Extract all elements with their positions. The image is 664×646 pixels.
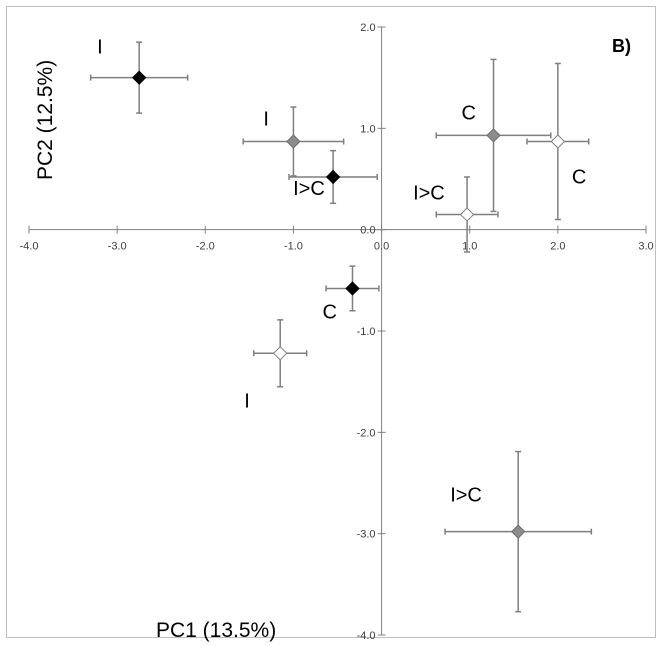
- y-tick-label: -3.0: [357, 529, 376, 541]
- error-bars: [89, 41, 593, 613]
- data-point-marker: [345, 281, 360, 296]
- axes: [28, 26, 647, 636]
- data-point-marker: [510, 524, 526, 539]
- data-point-marker: [486, 128, 501, 143]
- y-tick-label: -2.0: [357, 427, 376, 439]
- y-tick-label: 1.0: [360, 123, 375, 135]
- x-tick-label: 3.0: [638, 241, 653, 253]
- y-tick-label: 0.0: [360, 225, 375, 237]
- point-label: C: [462, 102, 476, 124]
- point-label: C: [322, 301, 336, 323]
- point-label: I>C: [413, 182, 445, 204]
- point-label: I: [97, 37, 103, 59]
- chart-frame: [6, 6, 656, 638]
- x-tick-label: 2.0: [550, 241, 565, 253]
- x-axis-label: PC1 (13.5%): [156, 619, 276, 642]
- point-label: I: [263, 109, 269, 131]
- x-tick-label: -3.0: [108, 241, 127, 253]
- y-tick-label: -1.0: [357, 326, 376, 338]
- y-tick-label: 2.0: [360, 22, 375, 34]
- data-points: [131, 70, 566, 539]
- point-label: I>C: [293, 178, 325, 200]
- data-point-marker: [550, 134, 566, 149]
- x-tick-label: -2.0: [196, 241, 215, 253]
- x-tick-label: -1.0: [284, 241, 303, 253]
- tick-labels: -4.0 -3.0 -2.0 -1.0 0.0 1.0 2.0 3.0 2.0 1.0 0.0 -1.…: [20, 22, 654, 642]
- x-tick-label: 0.0: [374, 241, 389, 253]
- point-labels: I I I>C C C I>C C I I>C: [97, 37, 586, 507]
- data-point-marker: [286, 134, 301, 149]
- x-tick-label: -4.0: [20, 241, 39, 253]
- data-point-marker: [325, 169, 341, 185]
- data-point-marker: [131, 70, 147, 85]
- y-axis-label: PC2 (12.5%): [34, 60, 57, 180]
- y-tick-label: -4.0: [357, 630, 376, 642]
- x-tick-label: 1.0: [462, 241, 477, 253]
- point-label: I: [244, 390, 250, 412]
- data-point-marker: [273, 346, 288, 361]
- point-label: I>C: [450, 485, 482, 507]
- data-point-marker: [459, 207, 475, 222]
- panel-label: B): [612, 36, 631, 56]
- point-label: C: [572, 167, 586, 189]
